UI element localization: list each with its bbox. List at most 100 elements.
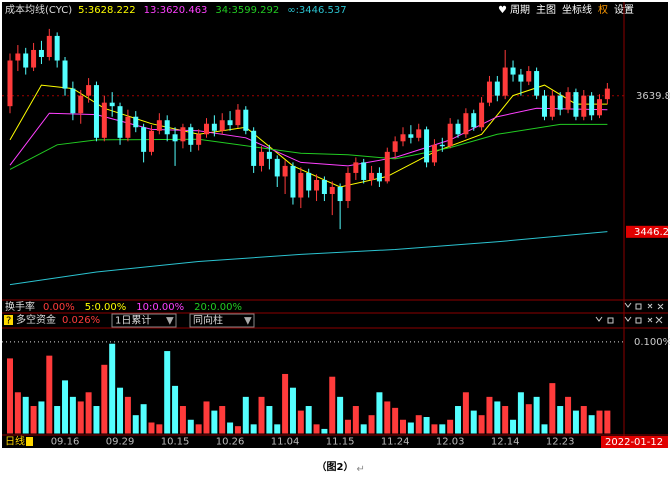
legend-entry: ∞:3446.537: [287, 5, 346, 16]
candle-body: [23, 53, 29, 68]
candle-body: [70, 88, 76, 114]
period-icon[interactable]: [26, 437, 33, 446]
icon[interactable]: ♥: [498, 5, 507, 16]
bar: [541, 424, 548, 434]
candle-body: [463, 113, 469, 135]
candle-body: [125, 116, 131, 138]
bar: [462, 392, 469, 434]
bar: [211, 410, 218, 434]
candle-body: [282, 165, 288, 177]
indicator-value: 0.00%: [43, 302, 75, 313]
bar: [30, 406, 37, 434]
select-label[interactable]: 同向柱: [193, 314, 223, 327]
bar: [109, 343, 116, 434]
bar: [77, 401, 84, 434]
indicator-name: 换手率: [5, 300, 35, 313]
bar: [203, 401, 210, 434]
candle-body: [424, 129, 430, 163]
bar: [38, 401, 45, 434]
candle-body: [329, 186, 335, 195]
candle-body: [101, 102, 107, 138]
bar: [195, 424, 202, 434]
candle-body: [31, 49, 37, 68]
candle-body: [180, 127, 186, 142]
bar: [156, 424, 163, 434]
toolbar-item[interactable]: 周期: [510, 4, 530, 16]
bar: [565, 396, 572, 434]
bar: [431, 424, 438, 434]
candle-body: [557, 95, 563, 110]
caption: （图2）: [317, 460, 354, 473]
candle-body: [439, 144, 445, 147]
help-icon[interactable]: [4, 315, 13, 325]
select[interactable]: [111, 313, 177, 328]
x-tick-label: 09.29: [106, 437, 135, 448]
candle-body: [479, 102, 485, 128]
toolbar-item[interactable]: 权: [598, 3, 608, 16]
bar: [494, 401, 501, 434]
candle-body: [38, 49, 44, 57]
bar: [62, 380, 69, 434]
bar: [266, 406, 273, 434]
candle-body: [266, 151, 272, 159]
bar: [572, 410, 579, 434]
bar: [93, 406, 100, 434]
panel-icons[interactable]: [624, 302, 664, 310]
candle-body: [314, 179, 320, 191]
bar: [274, 424, 281, 434]
bar: [517, 392, 524, 434]
legend-entry: 13:3620.463: [144, 5, 208, 16]
bar: [400, 419, 406, 434]
bar: [227, 422, 234, 434]
candle-body: [133, 116, 139, 128]
bar: [7, 358, 13, 434]
bar: [164, 351, 171, 434]
indicator-value: 5:0.00%: [85, 302, 127, 313]
candle-body: [290, 165, 296, 198]
candle-body: [384, 151, 390, 182]
chart-title: 成本均线(CYC): [5, 3, 72, 16]
candle-body: [541, 95, 547, 117]
toolbar-item[interactable]: 主图: [536, 4, 556, 16]
candle-body: [109, 102, 115, 107]
candle-body: [447, 123, 453, 147]
candle-body: [345, 172, 351, 202]
bar: [219, 406, 226, 434]
help-icon[interactable]: ?: [6, 316, 11, 327]
candle-body: [408, 134, 414, 138]
bar: [588, 415, 595, 434]
bar: [596, 410, 603, 434]
toolbar-item[interactable]: 设置: [614, 4, 634, 16]
candle-body: [597, 99, 602, 116]
bar: [148, 422, 155, 434]
select[interactable]: [189, 313, 255, 328]
candle-body: [369, 172, 375, 180]
candle-body: [117, 106, 123, 138]
bar: [557, 406, 564, 434]
bar: [329, 376, 336, 434]
bar: [124, 396, 131, 434]
bar: [172, 385, 179, 434]
candle-body: [243, 109, 249, 131]
panel-icons[interactable]: [595, 316, 663, 324]
x-tick-label: 10.15: [161, 437, 190, 448]
panel-title: 多空资金: [16, 313, 56, 326]
select-arrow[interactable]: ▼: [166, 316, 174, 327]
bar: [101, 364, 108, 434]
y-tick-label: 3639.8: [636, 91, 670, 102]
x-tick-label: 11.15: [326, 437, 355, 448]
bar: [234, 426, 241, 434]
toolbar-item[interactable]: 坐标线: [562, 3, 592, 16]
candle-body: [46, 35, 52, 57]
x-tick-label: 12.23: [546, 437, 575, 448]
candle-body: [141, 127, 147, 152]
bar: [140, 404, 147, 434]
select-label[interactable]: 1日累计: [115, 314, 151, 327]
candle-body: [259, 151, 265, 166]
bar: [439, 424, 446, 434]
x-tick-label: 11.24: [381, 437, 410, 448]
bar: [282, 373, 289, 434]
bar: [321, 428, 328, 434]
select-arrow[interactable]: ▼: [244, 316, 252, 327]
